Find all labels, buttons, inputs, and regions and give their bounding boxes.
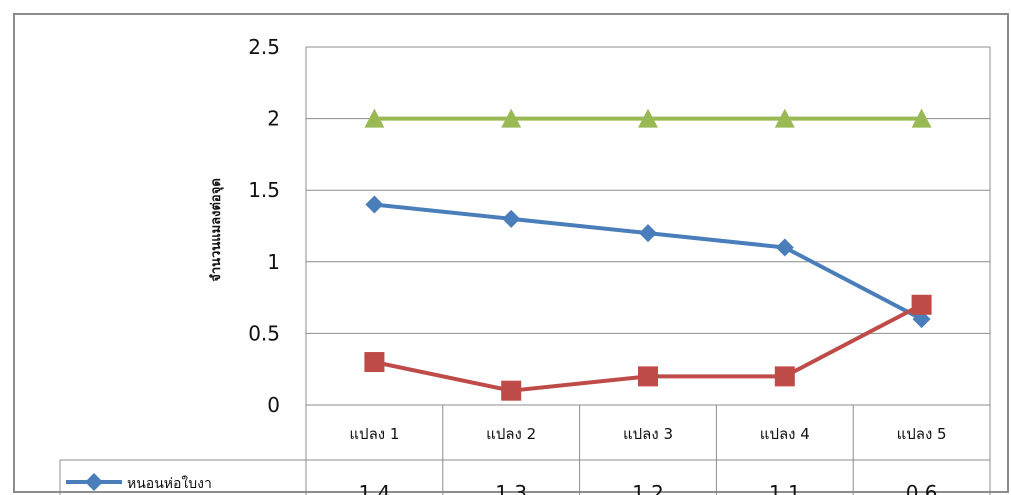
data-point-triangle	[774, 108, 795, 128]
data-table	[59, 404, 990, 495]
chart-outer-border	[13, 13, 1009, 493]
data-point-square	[911, 294, 932, 315]
table-cell-value: 0.6	[906, 481, 938, 495]
table-cell-value: 1.4	[358, 481, 390, 495]
data-point-triangle	[501, 108, 522, 128]
table-cell-value: 1.1	[769, 481, 801, 495]
y-tick-label: 2.5	[248, 35, 280, 59]
category-label: แปลง 5	[897, 425, 947, 443]
data-point-square	[774, 366, 795, 387]
y-axis-title: จำนวนแมลงต่อจุด	[208, 178, 224, 282]
data-point-square	[638, 366, 658, 387]
data-point-triangle	[911, 108, 932, 128]
category-label: แปลง 4	[760, 425, 810, 443]
label-layer: 0 0.5 1 1.5 2 2.5 แปลง 1 แปลง 2 แปลง 3 แปลง 4 แปลง…	[127, 35, 947, 495]
category-label: แปลง 1	[349, 425, 399, 443]
data-point-diamond	[775, 238, 794, 257]
series-layer	[364, 108, 932, 401]
legend-label: หนอนห่อใบงา	[127, 475, 212, 492]
y-tick-label: 0	[267, 393, 280, 417]
legend-marker-diamond	[85, 473, 103, 491]
data-point-diamond	[502, 209, 521, 228]
y-tick-label: 2	[267, 107, 280, 131]
y-tick-label: 1.5	[248, 178, 280, 202]
data-point-triangle	[364, 108, 385, 128]
y-tick-label: 0.5	[248, 321, 280, 345]
data-point-square	[501, 380, 522, 401]
table-cell-value: 1.3	[495, 481, 527, 495]
data-point-diamond	[365, 195, 384, 214]
y-tick-label: 1	[267, 250, 280, 274]
data-point-diamond	[639, 224, 657, 243]
data-point-triangle	[638, 108, 658, 128]
category-label: แปลง 3	[623, 425, 673, 443]
data-point-square	[364, 352, 385, 373]
table-cell-value: 1.2	[632, 481, 664, 495]
category-label: แปลง 2	[486, 425, 536, 443]
